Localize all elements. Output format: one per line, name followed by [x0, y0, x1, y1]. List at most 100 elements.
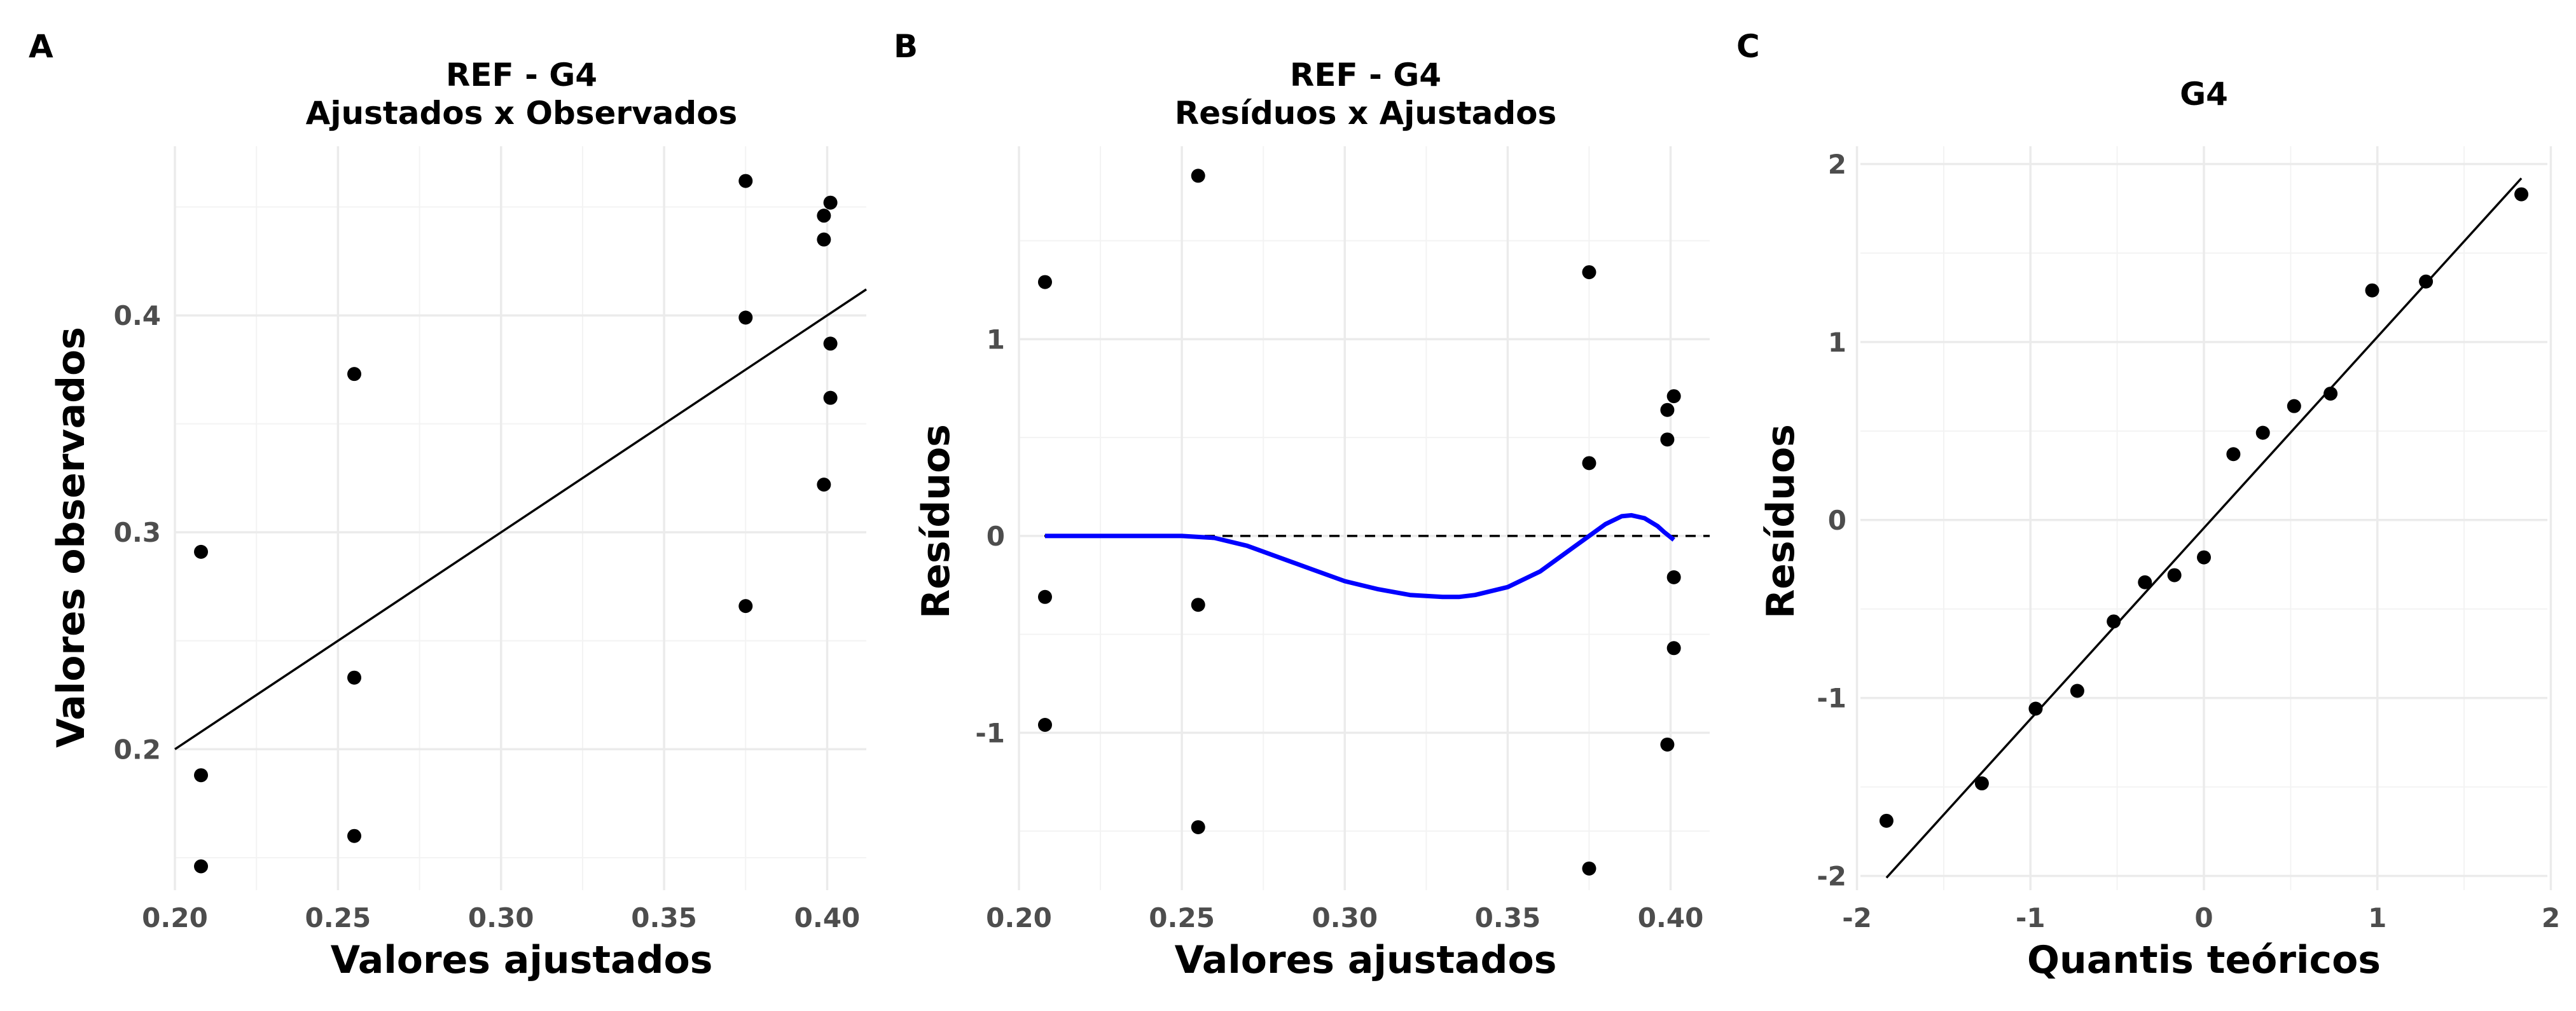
panel-b-x-ticks: 0.20 0.25 0.30 0.35 0.40	[986, 902, 1703, 933]
x-tick-label: 2	[2542, 902, 2560, 933]
panel-b-subtitle: Resíduos x Ajustados	[1175, 95, 1557, 132]
panel-a: A REF - G4 Ajustados x Observados 0.20 0.…	[29, 28, 867, 982]
data-point	[347, 829, 362, 843]
data-point	[1582, 456, 1596, 471]
data-point	[817, 478, 831, 492]
x-tick-label: 0	[2194, 902, 2213, 933]
panel-c-x-axis-title: Quantis teóricos	[2027, 938, 2381, 982]
data-point	[1660, 432, 1675, 447]
data-point	[738, 174, 753, 188]
data-point	[2167, 568, 2182, 582]
data-point	[347, 670, 362, 685]
data-point	[823, 336, 838, 351]
data-point	[2226, 447, 2241, 462]
data-point	[194, 544, 209, 559]
panel-a-x-axis-title: Valores ajustados	[331, 938, 713, 982]
data-point	[1666, 389, 1681, 404]
data-point	[1191, 598, 1205, 612]
panel-label-a: A	[29, 28, 53, 65]
panel-b-y-ticks: -1 0 1	[975, 324, 1005, 748]
data-point	[2287, 399, 2301, 413]
data-point	[194, 768, 209, 783]
data-point	[1582, 861, 1596, 876]
x-tick-label: 0.40	[1638, 902, 1704, 933]
panel-a-points	[194, 174, 838, 874]
panel-c-x-ticks: -2 -1 0 1 2	[1842, 902, 2560, 933]
data-point	[2419, 274, 2434, 289]
data-point	[823, 195, 838, 210]
x-tick-label: -1	[2016, 902, 2046, 933]
data-point	[194, 859, 209, 874]
panel-c-title: G4	[2180, 76, 2228, 113]
data-point	[2323, 387, 2338, 401]
y-tick-label: 1	[1828, 327, 1846, 358]
panel-a-y-ticks: 0.2 0.3 0.4	[114, 300, 161, 765]
y-tick-label: 0	[987, 521, 1005, 552]
panel-label-b: B	[894, 28, 918, 65]
panel-c: C G4 -2 -1 0 1 2 -2 -1 0 1 2 Quantis teóricos Re…	[1736, 28, 2560, 982]
panel-b-title: REF - G4	[1290, 57, 1441, 93]
x-tick-label: 0.20	[986, 902, 1052, 933]
y-tick-label: 0.3	[114, 517, 161, 548]
data-point	[1037, 718, 1052, 732]
y-tick-label: 2	[1828, 149, 1846, 180]
panel-a-subtitle: Ajustados x Observados	[306, 95, 738, 132]
data-point	[1037, 589, 1052, 604]
data-point	[2138, 575, 2152, 589]
y-tick-label: -1	[975, 717, 1005, 748]
y-tick-label: 0	[1828, 505, 1846, 536]
data-point	[2255, 425, 2270, 440]
data-point	[1879, 813, 1894, 828]
panel-b-grid	[1018, 146, 1710, 890]
data-point	[347, 367, 362, 382]
data-point	[1191, 168, 1205, 183]
panel-c-y-axis-title: Resíduos	[1759, 424, 1803, 619]
reference-line	[174, 288, 867, 750]
x-tick-label: 0.30	[1312, 902, 1378, 933]
reference-line	[1885, 177, 2523, 879]
panel-a-y-axis-title: Valores observados	[49, 327, 93, 748]
panel-a-grid	[174, 146, 866, 890]
x-tick-label: 0.25	[1149, 902, 1215, 933]
y-tick-label: 0.2	[114, 734, 161, 765]
data-point	[1582, 265, 1596, 280]
data-point	[738, 599, 753, 614]
y-tick-label: -2	[1817, 861, 1846, 892]
data-point	[1037, 275, 1052, 289]
smooth-fit-line	[1045, 512, 1675, 600]
data-point	[2365, 283, 2379, 298]
panel-c-y-ticks: -2 -1 0 1 2	[1817, 149, 1846, 892]
x-tick-label: 0.40	[794, 902, 861, 933]
x-tick-label: 0.35	[631, 902, 697, 933]
panel-b-points	[1037, 168, 1681, 876]
data-point	[1660, 402, 1675, 417]
data-point	[823, 390, 838, 405]
data-point	[2514, 187, 2529, 202]
x-tick-label: -2	[1842, 902, 1872, 933]
panel-a-title: REF - G4	[446, 57, 597, 93]
y-tick-label: -1	[1817, 683, 1846, 714]
data-point	[2197, 550, 2211, 565]
y-tick-label: 0.4	[114, 300, 161, 331]
panel-b: B REF - G4 Resíduos x Ajustados 0.20 0.25…	[894, 28, 1710, 982]
panel-label-c: C	[1736, 28, 1760, 65]
x-tick-label: 0.25	[305, 902, 371, 933]
data-point	[1666, 641, 1681, 656]
panel-c-grid	[1855, 146, 2552, 890]
x-tick-label: 1	[2368, 902, 2386, 933]
panel-c-reference-layer	[1885, 177, 2523, 879]
x-tick-label: 0.20	[142, 902, 208, 933]
panel-a-x-ticks: 0.20 0.25 0.30 0.35 0.40	[142, 902, 860, 933]
y-tick-label: 1	[987, 324, 1005, 355]
data-point	[817, 232, 831, 247]
data-point	[1974, 776, 1989, 791]
data-point	[1666, 570, 1681, 584]
panel-b-reference-layer	[1044, 512, 1710, 600]
data-point	[2028, 701, 2043, 716]
x-tick-label: 0.35	[1475, 902, 1541, 933]
data-point	[738, 310, 753, 325]
data-point	[1191, 820, 1205, 834]
panel-a-reference-layer	[174, 288, 867, 750]
panel-b-x-axis-title: Valores ajustados	[1175, 938, 1557, 982]
data-point	[2107, 614, 2121, 629]
